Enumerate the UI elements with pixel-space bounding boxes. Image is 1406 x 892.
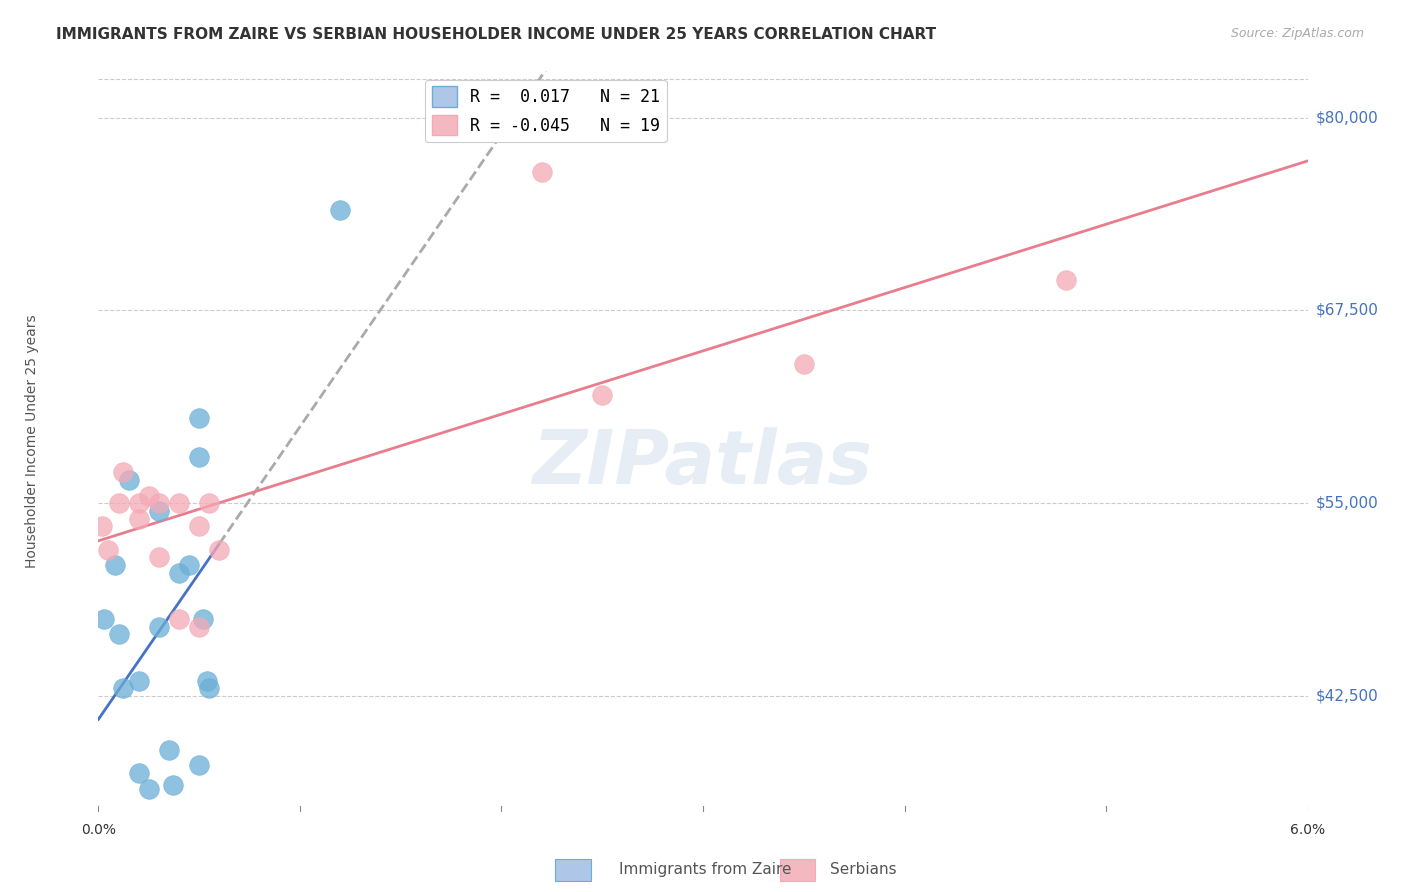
Point — [111, 681, 134, 696]
Point — [167, 566, 190, 580]
Point — [193, 612, 215, 626]
Point — [138, 489, 160, 503]
Point — [167, 612, 190, 626]
Point — [530, 164, 553, 178]
Point — [198, 681, 221, 696]
Point — [148, 619, 170, 633]
Text: $55,000: $55,000 — [1316, 496, 1379, 511]
Point — [162, 779, 184, 793]
Point — [128, 766, 150, 780]
Point — [97, 542, 120, 557]
Text: Source: ZipAtlas.com: Source: ZipAtlas.com — [1230, 27, 1364, 40]
Point — [107, 496, 129, 510]
Legend: R =  0.017   N = 21, R = -0.045   N = 19: R = 0.017 N = 21, R = -0.045 N = 19 — [425, 79, 666, 142]
Point — [107, 627, 129, 641]
Text: 0.0%: 0.0% — [82, 822, 115, 837]
Point — [111, 466, 134, 480]
Point — [91, 519, 114, 533]
Text: $67,500: $67,500 — [1316, 303, 1379, 318]
Point — [329, 203, 352, 218]
Point — [195, 673, 218, 688]
Text: $80,000: $80,000 — [1316, 110, 1379, 125]
Point — [148, 504, 170, 518]
Point — [138, 781, 160, 796]
Point — [188, 758, 211, 772]
Text: IMMIGRANTS FROM ZAIRE VS SERBIAN HOUSEHOLDER INCOME UNDER 25 YEARS CORRELATION C: IMMIGRANTS FROM ZAIRE VS SERBIAN HOUSEHO… — [56, 27, 936, 42]
Point — [128, 496, 150, 510]
Text: Serbians: Serbians — [830, 863, 896, 877]
Point — [793, 358, 815, 372]
Point — [128, 511, 150, 525]
Point — [93, 612, 115, 626]
Point — [188, 519, 211, 533]
Point — [188, 619, 211, 633]
Point — [591, 388, 613, 402]
Text: Immigrants from Zaire: Immigrants from Zaire — [619, 863, 792, 877]
Point — [128, 673, 150, 688]
Point — [157, 743, 180, 757]
Text: ZIPatlas: ZIPatlas — [533, 427, 873, 500]
Point — [118, 473, 141, 487]
Text: $42,500: $42,500 — [1316, 689, 1379, 704]
Point — [1054, 272, 1077, 286]
Point — [148, 496, 170, 510]
Text: 6.0%: 6.0% — [1291, 822, 1324, 837]
Point — [103, 558, 125, 572]
Point — [188, 411, 211, 425]
Point — [148, 550, 170, 565]
Text: Householder Income Under 25 years: Householder Income Under 25 years — [25, 315, 39, 568]
Point — [198, 496, 221, 510]
Point — [167, 496, 190, 510]
Point — [208, 542, 231, 557]
Point — [188, 450, 211, 464]
Point — [177, 558, 201, 572]
